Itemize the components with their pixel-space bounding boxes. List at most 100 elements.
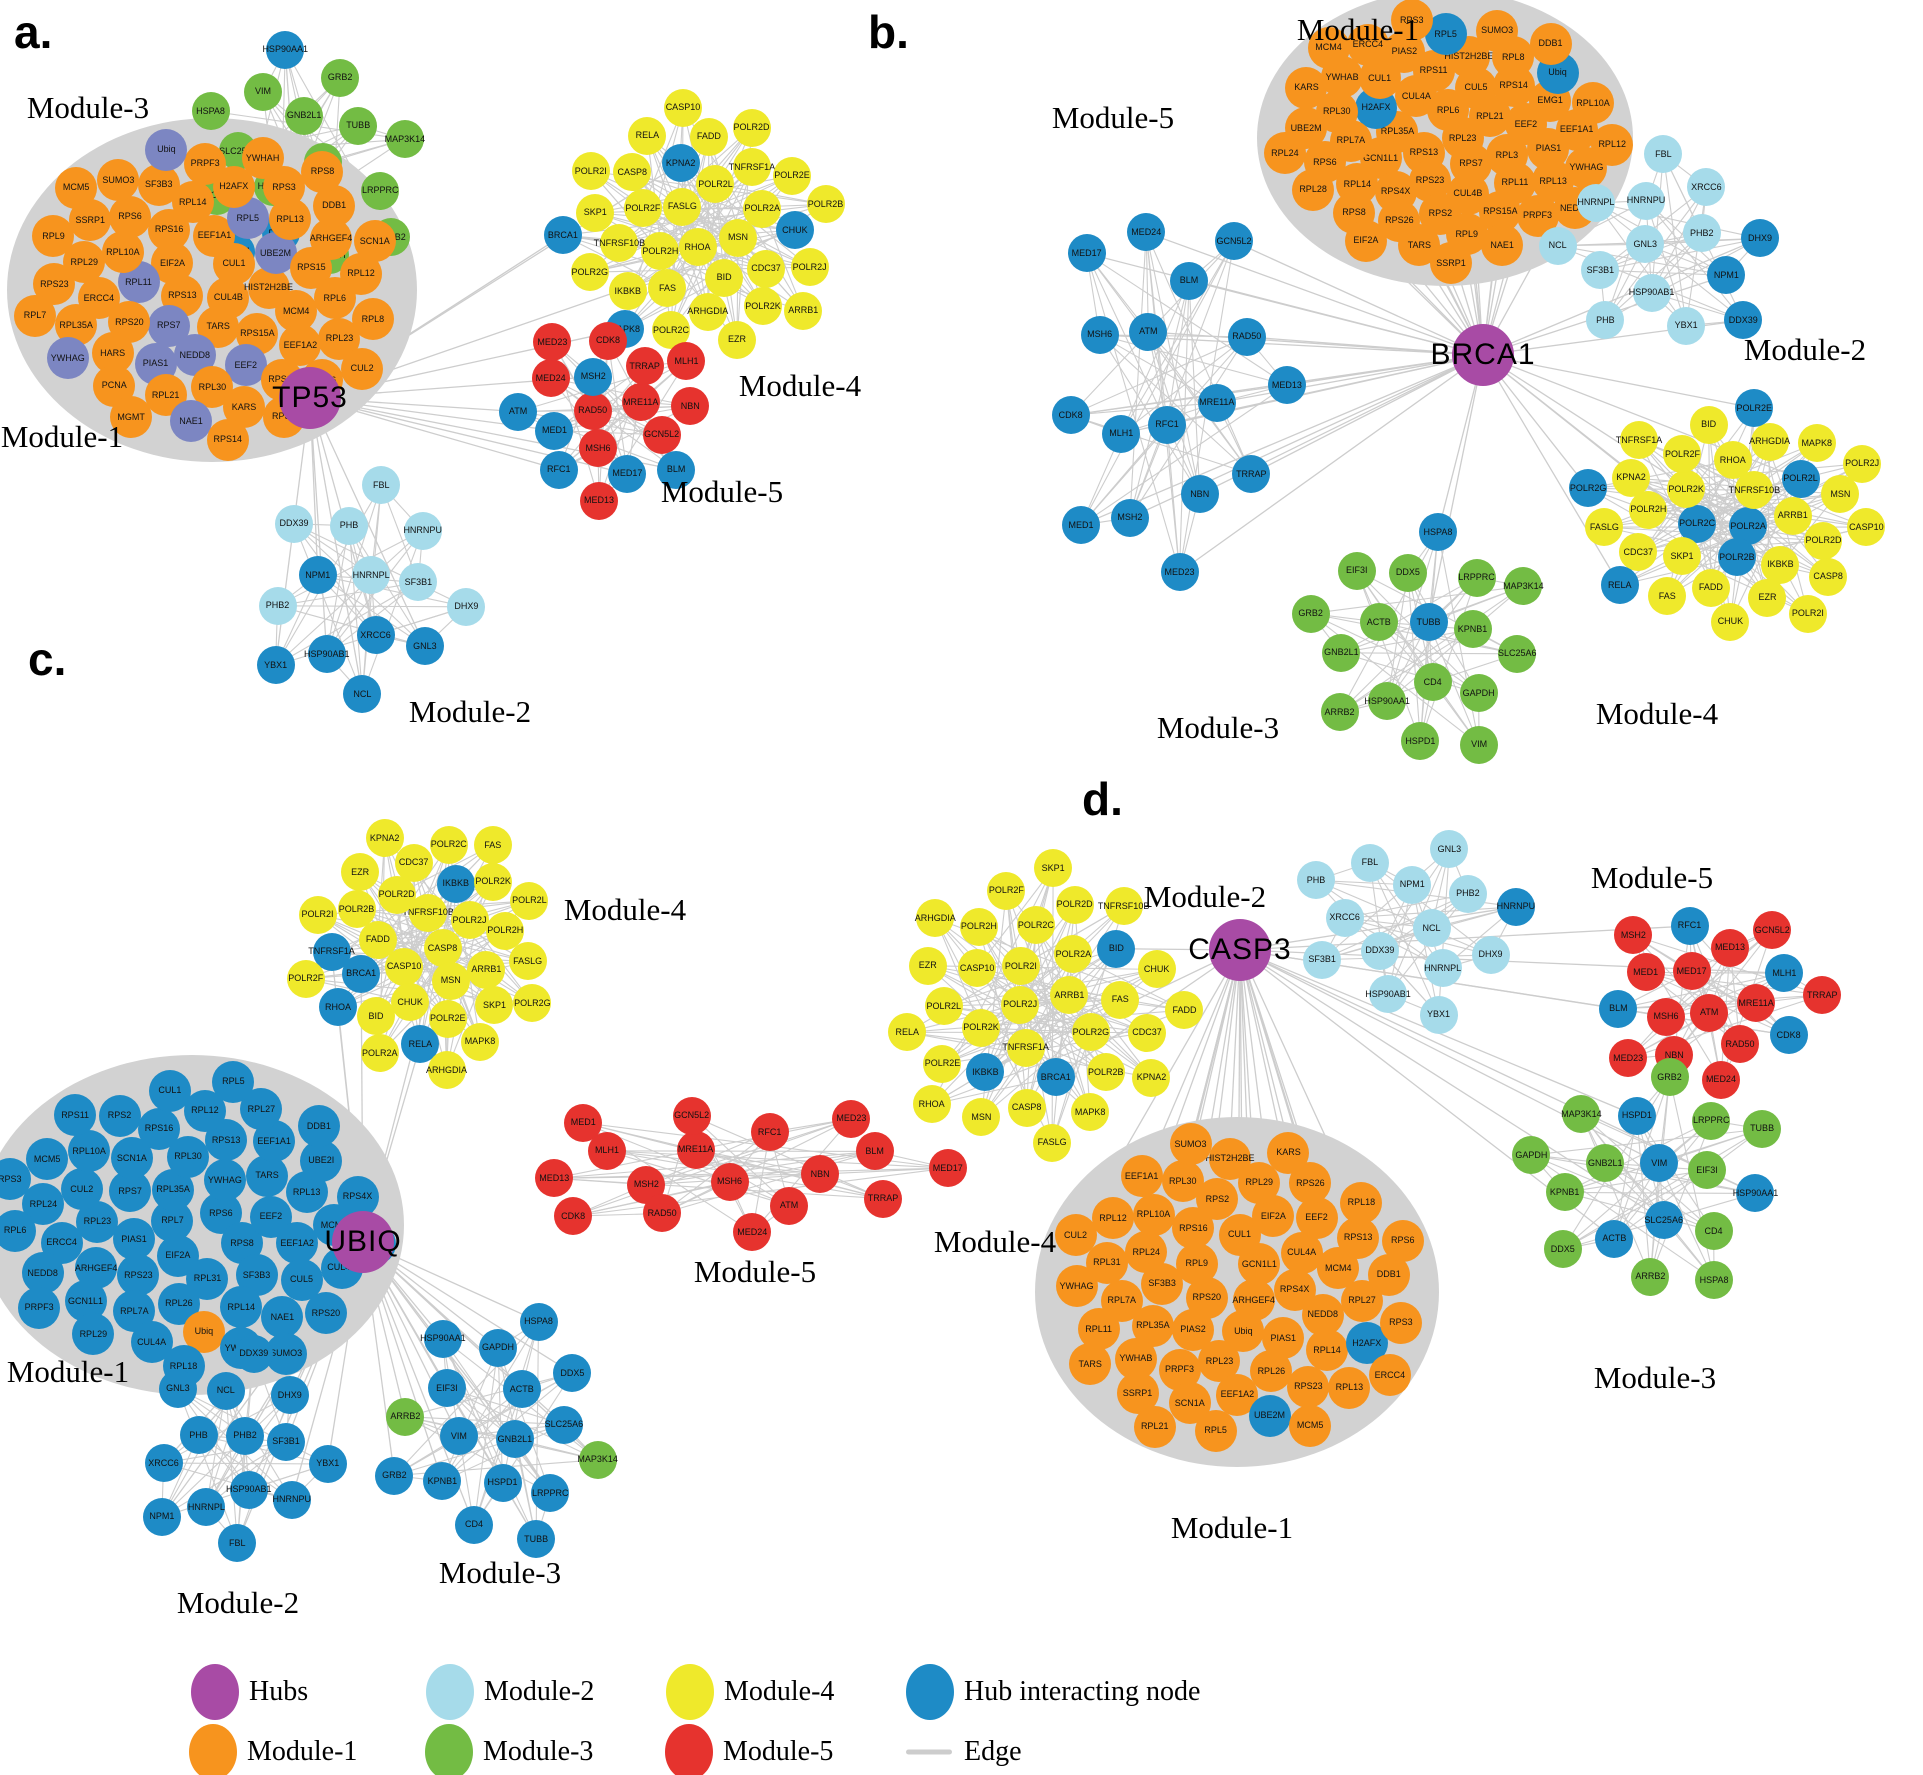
node-MAPK8: MAPK8 — [460, 1022, 499, 1061]
node-RPL12: RPL12 — [1092, 1197, 1135, 1240]
node-PHB: PHB — [1296, 861, 1335, 900]
node-label: NAE1 — [179, 415, 203, 426]
node-SF3B1: SF3B1 — [267, 1422, 306, 1461]
node-label: MAP3K14 — [384, 133, 426, 144]
node-CASP10: CASP10 — [958, 949, 997, 988]
edge — [309, 397, 364, 695]
legend-swatch-hub-interacting-node — [906, 1664, 954, 1720]
node-label: RPL10A — [106, 246, 140, 257]
node-label: POLR2D — [1056, 899, 1093, 910]
node-label: RPL30 — [198, 381, 227, 392]
node-BID: BID — [705, 258, 744, 297]
node-HSP90AB1: HSP90AB1 — [304, 635, 350, 674]
node-label: CUL1 — [222, 258, 246, 269]
legend-edge-label: Edge — [964, 1736, 1022, 1767]
node-label: POLR2G — [514, 997, 551, 1008]
edge — [161, 1394, 291, 1518]
node-label: ARRB2 — [1635, 1271, 1666, 1282]
node-ERCC4: ERCC4 — [1346, 23, 1389, 66]
edge — [277, 581, 419, 607]
node-label: MED23 — [1164, 566, 1195, 577]
edge — [1166, 424, 1181, 573]
edge — [606, 1150, 790, 1207]
node-label: RPL6 — [3, 1225, 27, 1236]
node-RPS4X: RPS4X — [1273, 1268, 1316, 1311]
node-label: RPL7 — [23, 310, 47, 321]
edge — [361, 530, 424, 695]
edge — [1080, 354, 1484, 526]
node-label: MSH2 — [633, 1179, 659, 1190]
node-label: MED17 — [932, 1162, 963, 1173]
node-label: EIF3I — [436, 1382, 458, 1393]
node-label: TNFRSF1A — [728, 161, 776, 172]
node-MCM5: MCM5 — [1289, 1404, 1332, 1447]
node-MAPK8: MAPK8 — [1797, 424, 1836, 462]
node-GNL3: GNL3 — [1430, 830, 1469, 869]
node-label: PHB — [189, 1429, 208, 1440]
node-label: CDC37 — [1132, 1027, 1162, 1037]
node-RPS11: RPS11 — [54, 1094, 97, 1137]
node-MED13: MED13 — [1267, 366, 1306, 405]
node-label: PRPF3 — [1523, 210, 1553, 221]
node-CASP10: CASP10 — [1847, 508, 1886, 547]
node-RHOA: RHOA — [912, 1085, 951, 1124]
node-label: GRB2 — [382, 1470, 407, 1481]
node-label: ERCC4 — [1374, 1369, 1406, 1380]
d-module-2-label: Module-2 — [1143, 879, 1267, 914]
edge — [1216, 354, 1484, 404]
edge — [1562, 1120, 1712, 1250]
node-RPL14: RPL14 — [220, 1286, 263, 1329]
node-label: RFC1 — [547, 464, 571, 475]
node-label: IKBKB — [442, 878, 470, 889]
node-TRRAP: TRRAP — [1803, 976, 1842, 1015]
node-XRCC6: XRCC6 — [1325, 898, 1364, 937]
node-label: NEDD8 — [27, 1267, 58, 1278]
node-POLR2A: POLR2A — [743, 189, 782, 228]
node-MAP3K14: MAP3K14 — [384, 120, 426, 159]
node-label: POLR2A — [744, 203, 781, 214]
node-label: POLR2L — [512, 895, 547, 906]
node-label: RPL13 — [1539, 175, 1567, 186]
node-label: RPS6 — [1313, 156, 1337, 167]
node-label: SLC25A6 — [544, 1419, 584, 1430]
edge — [1562, 1169, 1708, 1250]
edge — [1129, 280, 1190, 518]
node-label: CDC37 — [1623, 546, 1654, 557]
node-label: RPS7 — [157, 320, 181, 331]
node-KPNB1: KPNB1 — [1453, 610, 1492, 649]
node-label: CUL5 — [1464, 82, 1488, 92]
node-label: TUBB — [1750, 1123, 1775, 1134]
c-module-1-label: Module-1 — [6, 1354, 130, 1389]
node-POLR2B: POLR2B — [337, 890, 376, 929]
node-label: RPS26 — [1296, 1177, 1325, 1188]
node-POLR2G: POLR2G — [1569, 469, 1608, 508]
node-FASLG: FASLG — [508, 942, 547, 981]
node-EIF3I: EIF3I — [1337, 551, 1376, 590]
node-MSH2: MSH2 — [1110, 498, 1149, 537]
node-label: ARRB1 — [471, 964, 502, 975]
node-MED23: MED23 — [533, 323, 572, 362]
node-label: CHUK — [1717, 616, 1744, 626]
node-TUBB: TUBB — [1743, 1109, 1782, 1148]
node-GRB2: GRB2 — [321, 58, 360, 97]
node-CDK8: CDK8 — [1769, 1016, 1808, 1055]
node-FASLG: FASLG — [1033, 1123, 1072, 1162]
node-label: RPL12 — [191, 1105, 219, 1116]
node-label: CUL4B — [327, 1262, 357, 1273]
node-POLR2L: POLR2L — [510, 881, 549, 920]
edge — [1482, 237, 1761, 356]
node-HNRNPU: HNRNPU — [403, 511, 442, 550]
node-POLR2D: POLR2D — [732, 108, 771, 147]
node-label: POLR2J — [1003, 999, 1038, 1010]
node-label: CHUK — [397, 996, 423, 1007]
edge — [293, 523, 363, 695]
node-label: HNRNPL — [1424, 962, 1462, 973]
node-POLR2G: POLR2G — [1071, 1013, 1110, 1052]
node-label: RPS6 — [1391, 1235, 1415, 1246]
node-label: VIM — [1471, 739, 1488, 750]
node-label: POLR2F — [988, 885, 1024, 896]
node-label: DDX39 — [1728, 314, 1758, 325]
node-POLR2H: POLR2H — [641, 232, 680, 271]
edge — [441, 1347, 499, 1482]
node-label: ARHGEF4 — [74, 1262, 118, 1273]
